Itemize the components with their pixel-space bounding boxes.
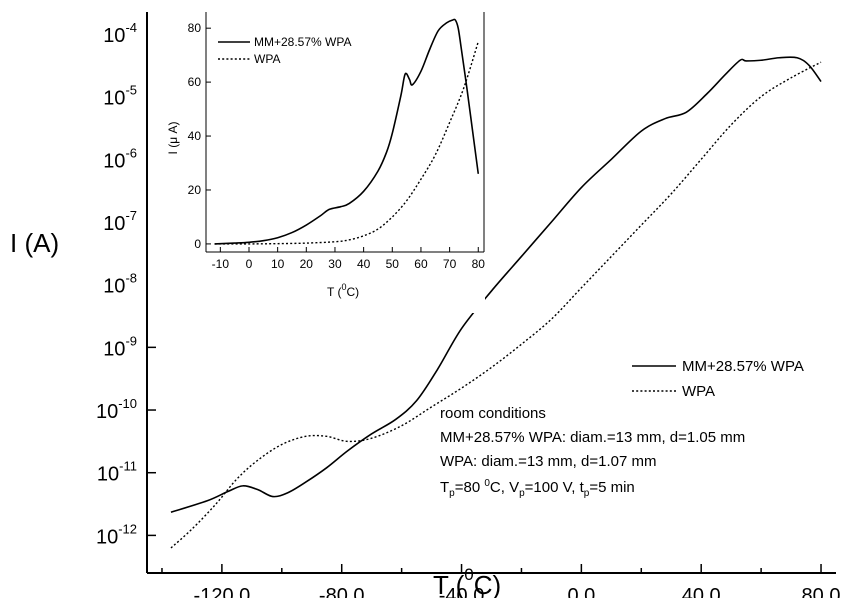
inset-x-tick-label: 60: [414, 257, 428, 271]
ann4-c: =100 V, t: [525, 479, 585, 496]
inset-legend-label-dotted: WPA: [254, 52, 280, 66]
main-x-tick-label: 80,0: [802, 585, 841, 598]
main-x-tick-label: 0,0: [567, 585, 595, 598]
inset-x-title-sup: 0: [341, 282, 346, 292]
main-y-tick-label: 10-11: [97, 459, 137, 486]
main-y-tick-label: 10-12: [96, 521, 137, 548]
inset-y-tick-label: 60: [188, 75, 202, 89]
ann4-deg: 0: [484, 478, 490, 489]
main-legend: MM+28.57% WPA WPA: [632, 358, 804, 400]
inset-x-tick-label: 40: [357, 257, 371, 271]
inset-x-tick-label: 10: [271, 257, 285, 271]
inset-x-tick-label: 70: [443, 257, 457, 271]
ann4-b: C, V: [490, 479, 519, 496]
inset-series-line-solid: [214, 18, 480, 245]
main-x-axis-title: T (0C): [433, 565, 501, 598]
inset-legend-label-solid: MM+28.57% WPA: [254, 35, 351, 49]
main-x-tick-label: 40,0: [682, 585, 721, 598]
main-y-tick-label: 10-9: [103, 333, 137, 360]
main-x-tick-label: -40,0: [439, 585, 485, 598]
ann4-a: =80: [455, 479, 485, 496]
main-plot: -120,0 -80,0 -40,0 0,0 40,0 80,0 10-1210-1110…: [10, 12, 840, 598]
main-x-title-end: C): [474, 570, 501, 598]
annotation-line-2: MM+28.57% WPA: diam.=13 mm, d=1.05 mm: [440, 429, 745, 446]
main-x-tick-label: -120,0: [194, 585, 251, 598]
inset-y-ticks: 0 20 40 60 80: [188, 21, 211, 251]
inset-x-axis-title: T (0C): [327, 282, 359, 299]
annotation-line-4: Tp=80 0C, Vp=100 V, tp=5 min: [440, 478, 635, 499]
inset-y-tick-label: 20: [188, 183, 202, 197]
inset-x-tick-label: 20: [300, 257, 314, 271]
main-x-title-sup: 0: [464, 565, 473, 584]
main-y-tick-label: 10-8: [103, 271, 137, 298]
inset-x-tick-label: 80: [472, 257, 486, 271]
inset-x-tick-label: -10: [212, 257, 230, 271]
main-x-title-main: T (: [433, 570, 465, 598]
ann4-p3: p: [584, 488, 590, 499]
inset-y-tick-label: 40: [188, 129, 202, 143]
inset-legend: MM+28.57% WPA WPA: [218, 35, 351, 66]
inset-plot: -10 0 10 20 30 40 50 60 70 80 0 20 40 60 80 I (μ A) T…: [148, 12, 485, 313]
main-y-tick-label: 10-7: [103, 208, 137, 235]
main-y-tick-label: 10-4: [103, 20, 137, 47]
ann4-p1: p: [449, 488, 455, 499]
inset-x-title-end: C): [346, 285, 359, 299]
main-annotations: room conditions MM+28.57% WPA: diam.=13 …: [440, 405, 745, 499]
main-y-tick-label: 10-6: [103, 145, 137, 172]
inset-x-tick-label: 50: [386, 257, 400, 271]
inset-series: [214, 18, 480, 245]
inset-background: [148, 13, 485, 313]
inset-x-title-main: T (: [327, 285, 341, 299]
annotation-line-3: WPA: diam.=13 mm, d=1.07 mm: [440, 453, 656, 470]
ann4-p2: p: [519, 488, 525, 499]
ann4-d: =5 min: [589, 479, 634, 496]
main-y-tick-label: 10-5: [103, 83, 137, 110]
main-y-ticks: 10-12 10-11 10-10 10-9 10-8 10-7 10-6 10-5 10-4: [96, 20, 156, 548]
main-y-tick-label: 10-10: [96, 396, 137, 423]
main-legend-label-solid: MM+28.57% WPA: [682, 358, 804, 375]
main-x-ticks: -120,0 -80,0 -40,0 0,0 40,0 80,0: [161, 564, 841, 598]
inset-x-tick-label: 30: [328, 257, 342, 271]
ann4-t: T: [440, 479, 449, 496]
inset-series-line-dotted: [214, 41, 479, 245]
inset-y-axis-title: I (μ A): [166, 122, 180, 155]
main-legend-label-dotted: WPA: [682, 383, 715, 400]
inset-x-ticks: -10 0 10 20 30 40 50 60 70 80: [212, 247, 486, 271]
main-series: [170, 56, 822, 549]
inset-y-tick-label: 80: [188, 21, 202, 35]
inset-y-tick-label: 0: [194, 237, 201, 251]
annotation-line-1: room conditions: [440, 405, 546, 422]
inset-x-tick-label: 0: [246, 257, 253, 271]
main-series-line-solid: [170, 56, 822, 513]
main-series-line-dotted: [170, 61, 822, 549]
main-x-tick-label: -80,0: [319, 585, 365, 598]
main-y-axis-title: I (A): [10, 228, 59, 258]
